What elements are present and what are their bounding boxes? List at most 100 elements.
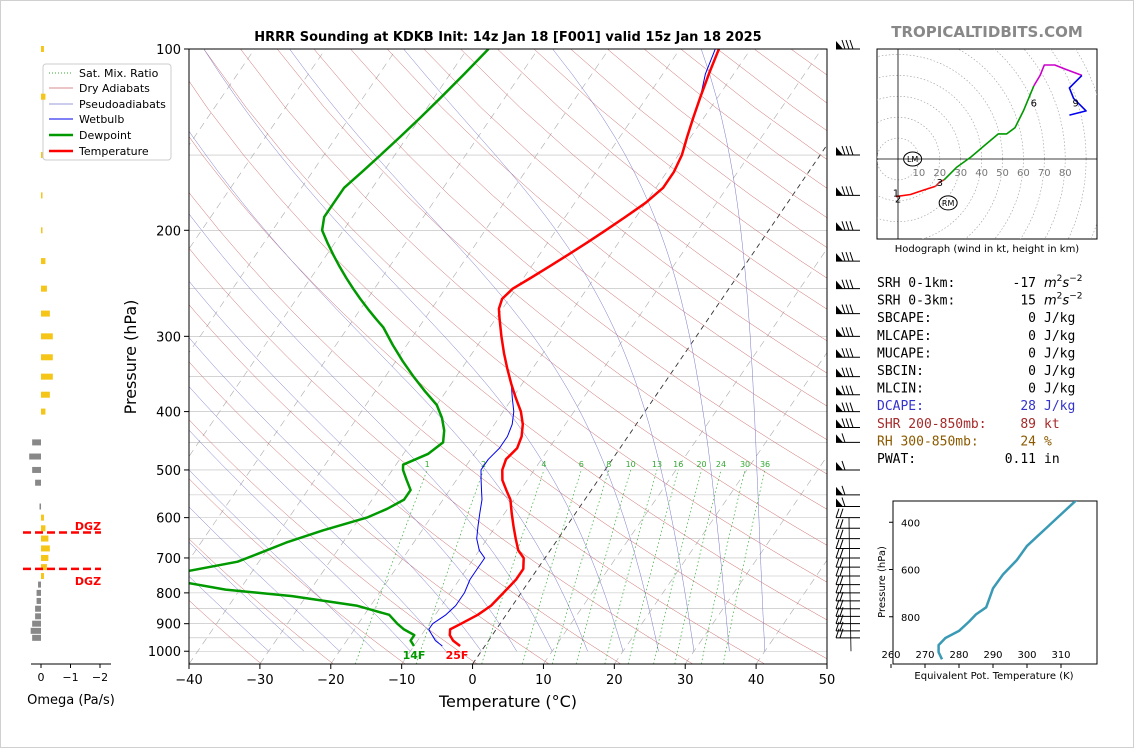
omega-bar-sinking (32, 620, 41, 627)
legend-dewpoint: Dewpoint (79, 129, 132, 142)
stat-unit: in (1044, 452, 1060, 467)
stat-name: RH 300-850mb: (877, 434, 979, 449)
wind-barb-pennant (836, 403, 843, 412)
dry-adiabat (189, 304, 622, 664)
mixing-ratio-line (604, 469, 658, 664)
wind-barb-flag (841, 304, 846, 314)
isotherm (1, 49, 42, 664)
hodograph-trace (943, 85, 1035, 181)
wind-barb-pennant (836, 434, 843, 443)
omega-bar-rising (41, 227, 43, 234)
isotherm (614, 352, 827, 664)
wind-barb-flag (835, 557, 840, 568)
wind-barb-flag (835, 519, 840, 529)
theta-e-plot (937, 501, 1078, 660)
wind-barb-flag (841, 418, 846, 428)
legend-dry-adiabats: Dry Adiabats (79, 82, 150, 95)
wind-barb-flag (839, 591, 844, 602)
theta-e-x-tick-label: 310 (1051, 650, 1070, 661)
stat-unit: % (1044, 434, 1052, 449)
wind-barb-flag (839, 607, 844, 617)
theta-e-x-tick-label: 270 (915, 650, 934, 661)
hodograph-trace (935, 179, 945, 187)
hodograph-ring-label: 10 (913, 168, 926, 179)
y-tick-label: 600 (156, 512, 181, 527)
stat-unit: J/kg (1044, 311, 1075, 326)
hodograph-height-label: 2 (895, 195, 901, 206)
wind-barb-flag (839, 566, 844, 577)
wind-barb-flag (845, 385, 850, 395)
omega-tick-label: −1 (62, 671, 78, 684)
stat-value: -17 (1013, 276, 1036, 291)
wind-barb-flag (849, 304, 854, 314)
pseudoadiabat (189, 280, 517, 652)
omega-bar-rising (41, 554, 49, 561)
wind-barb-flag (845, 251, 850, 262)
mixing-ratio-line (481, 469, 545, 664)
isotherm (259, 49, 681, 664)
wind-barb-pennant (836, 187, 843, 196)
isotherm (189, 49, 539, 561)
mixing-ratio-line (700, 469, 746, 664)
wind-barb-flag (839, 539, 844, 549)
y-tick-label: 400 (156, 406, 181, 421)
wind-barb-flag (839, 599, 844, 609)
wind-barb-pennant (836, 328, 843, 337)
dry-adiabat (350, 49, 827, 441)
dry-adiabat (387, 49, 827, 407)
stat-name: PWAT: (877, 452, 916, 467)
dry-adiabat (497, 49, 827, 310)
stat-unit: J/kg (1044, 382, 1075, 397)
dry-adiabat (277, 49, 827, 510)
omega-bar-sinking (32, 466, 41, 473)
mixing-ratio-label: 24 (716, 460, 726, 469)
wind-barb-flag (845, 402, 850, 412)
pseudoadiabat (289, 49, 659, 652)
dewpoint-line (189, 49, 490, 647)
mixing-ratio-label: 2 (481, 460, 486, 469)
wind-barb-pennant (836, 461, 843, 470)
stat-unit: m2s−2 (1044, 292, 1082, 309)
theta-e-x-tick-label: 300 (1017, 650, 1036, 661)
omega-bar-sinking (36, 589, 41, 596)
skewt-legend: Sat. Mix. Ratio Dry Adiabats Pseudoadiab… (42, 63, 172, 161)
pseudoadiabat (189, 541, 305, 652)
wind-barb-pennant (836, 253, 843, 262)
omega-bar-rising (41, 545, 50, 552)
omega-bar-sinking (35, 605, 41, 612)
stat-value: 15 (1020, 294, 1036, 309)
omega-x-label: Omega (Pa/s) (27, 693, 115, 708)
wind-barb-pennant (836, 419, 843, 428)
y-tick-label: 500 (156, 464, 181, 479)
wind-barb-flag (835, 591, 840, 602)
omega-bar-sinking (30, 627, 41, 634)
wind-barb-pennant (836, 386, 843, 395)
hodograph-height-label: 3 (937, 178, 943, 189)
isotherm (330, 49, 752, 664)
wind-barb-flag (849, 402, 854, 412)
y-tick-label: 1000 (148, 645, 181, 660)
x-tick-label: 0 (468, 673, 476, 688)
wind-barb-flag (835, 583, 840, 594)
theta-e-panel: 400 600 800 260 270 280 290 300 310 (881, 500, 1098, 668)
wind-barb-flag (835, 621, 840, 632)
wetbulb-line (428, 49, 716, 647)
hodograph-height-label: 1 (893, 188, 899, 199)
mixing-ratio-label: 8 (606, 460, 611, 469)
dry-adiabat (189, 538, 334, 664)
dry-adiabat (189, 600, 262, 664)
wind-barb-pennant (836, 486, 843, 495)
wind-barb-flag (841, 497, 846, 507)
chart-title: HRRR Sounding at KDKB Init: 14z Jan 18 [… (254, 30, 761, 45)
theta-e-x-label: Equivalent Pot. Temperature (K) (914, 671, 1073, 682)
wind-barb-pennant (836, 280, 843, 289)
omega-bar-rising (41, 535, 49, 542)
stat-name: MUCAPE: (877, 346, 932, 361)
mixing-ratio-label: 30 (740, 460, 750, 469)
skewt-profiles (189, 49, 721, 647)
wind-barb-flag (849, 348, 854, 358)
mixing-ratio-line (575, 469, 632, 664)
wind-barb-flag (849, 145, 854, 156)
